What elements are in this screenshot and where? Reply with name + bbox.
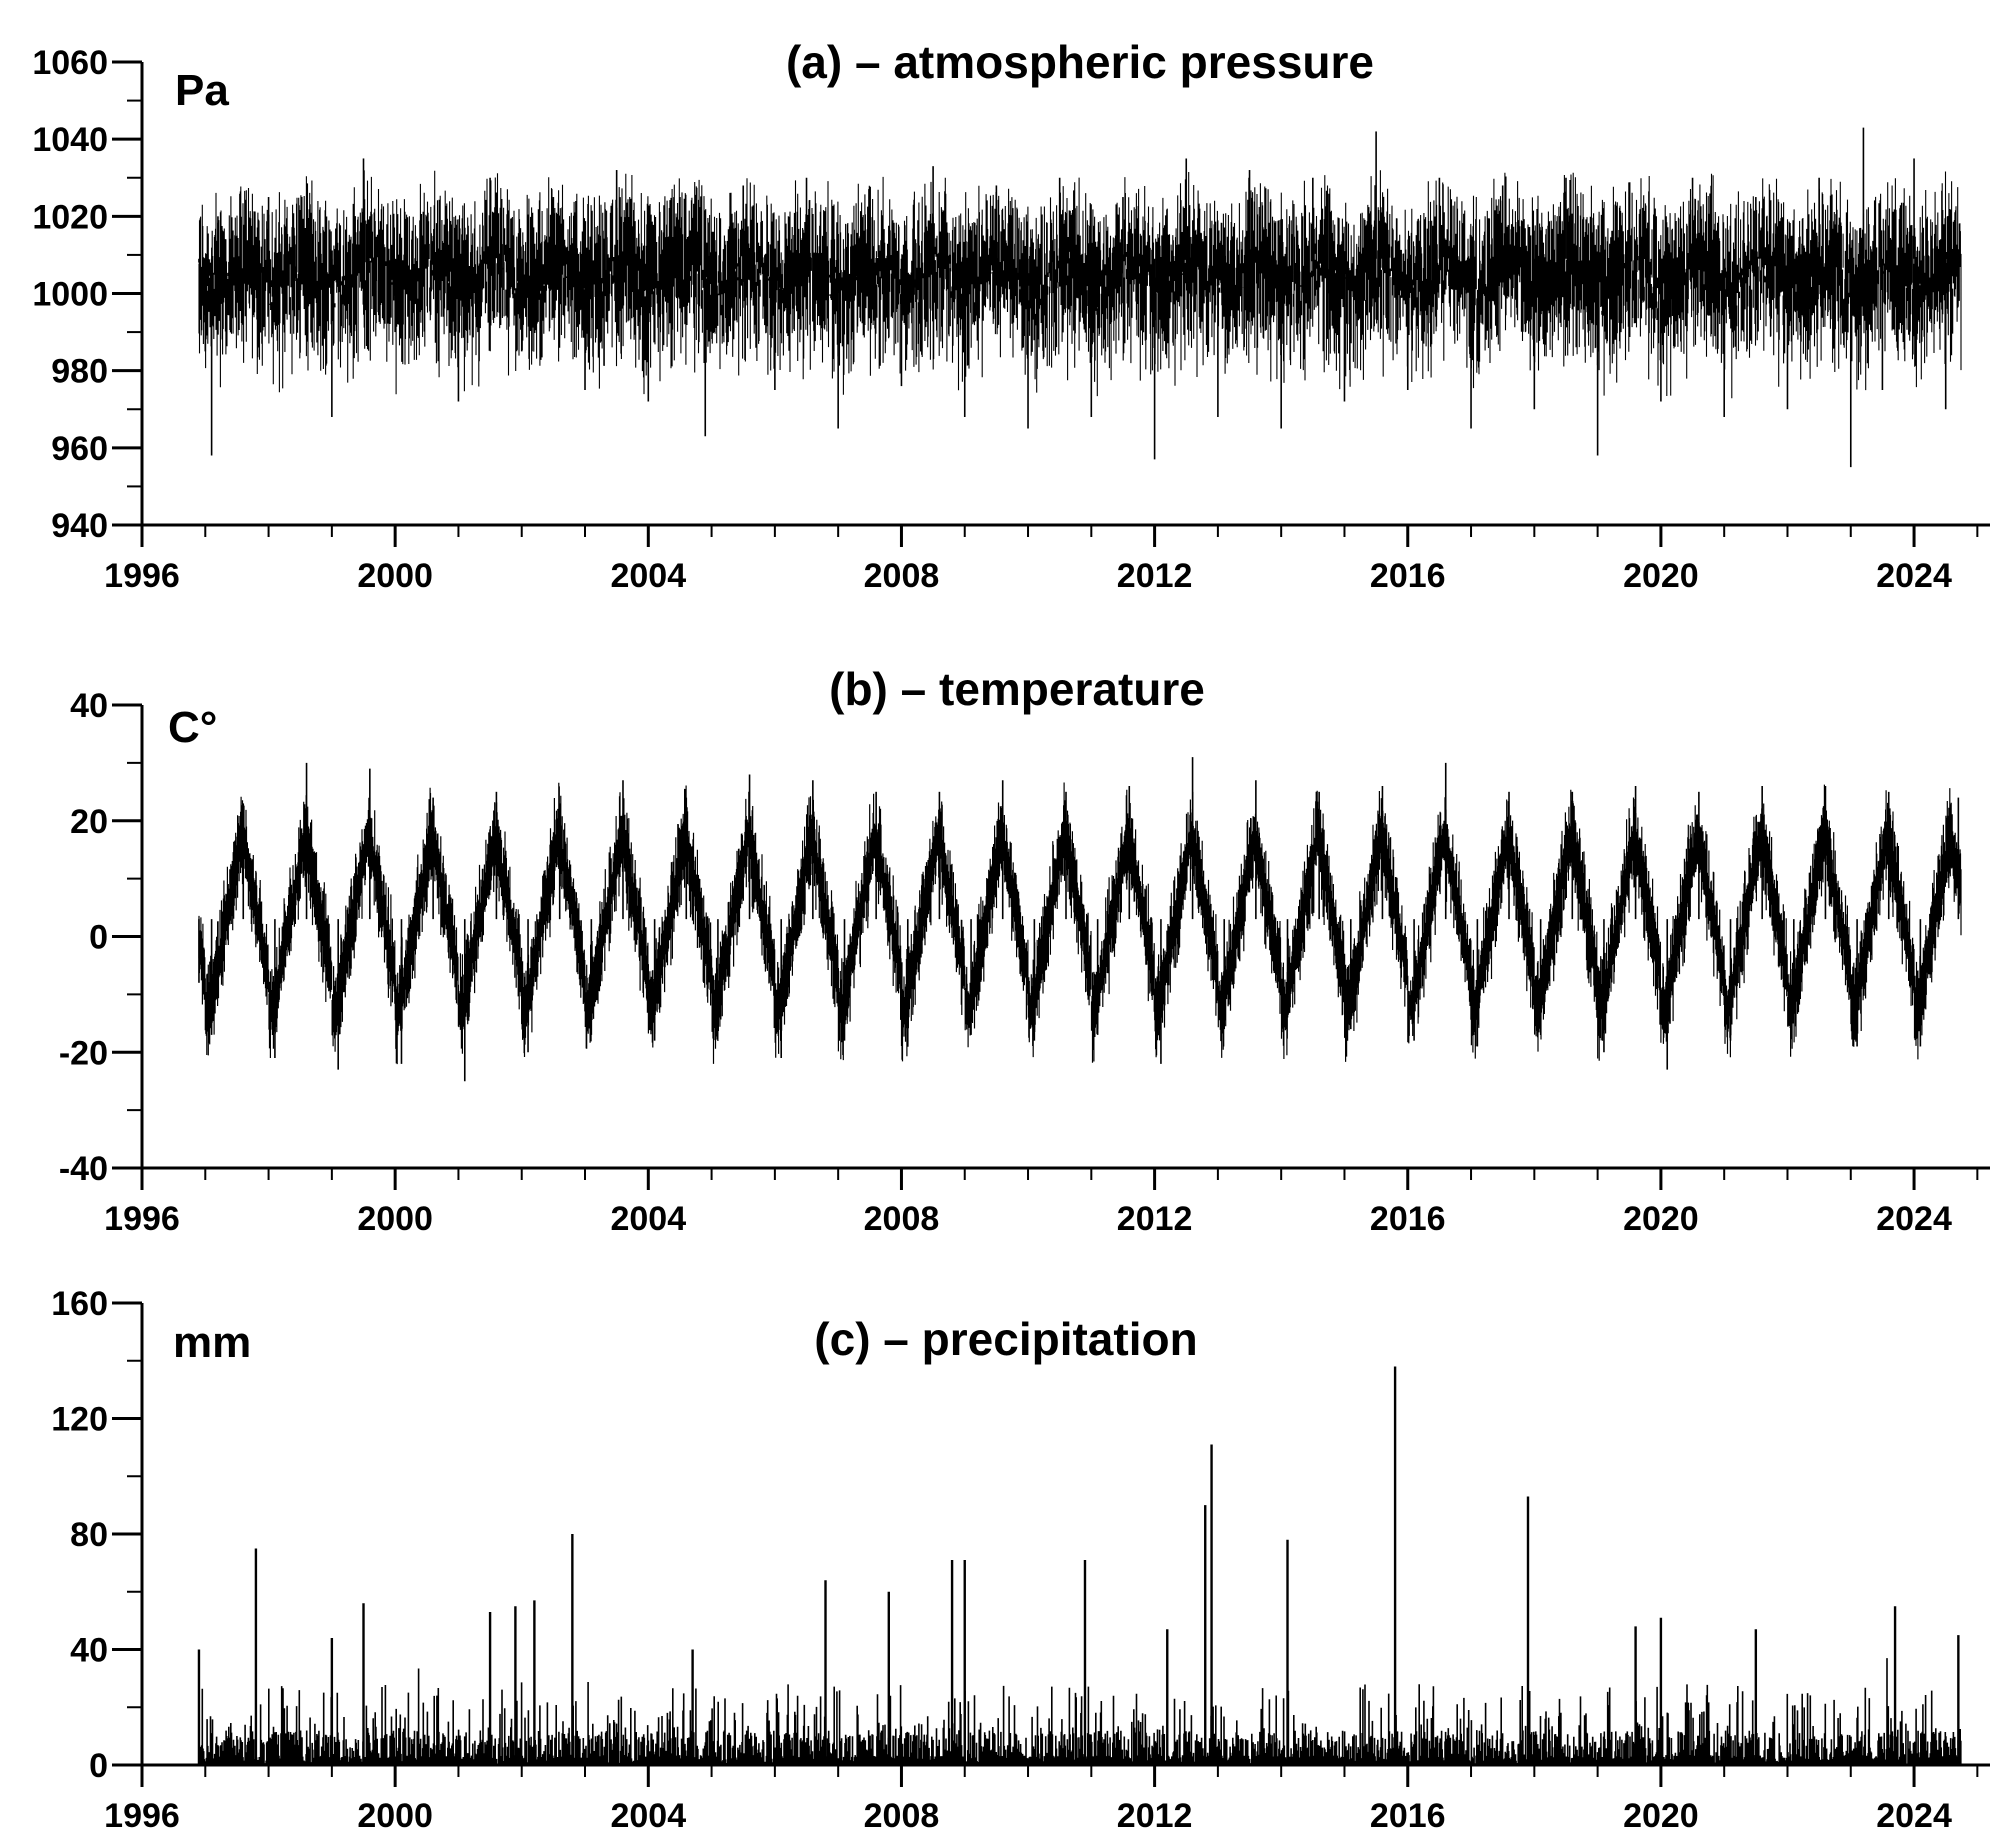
panel-c-y-tick-label: 120 xyxy=(51,1401,108,1439)
panel-a-x-tick-label: 2016 xyxy=(1370,557,1446,595)
panel-b-series xyxy=(198,757,1960,1082)
panel-c-series xyxy=(197,1366,1960,1765)
panel-a-y-tick-label: 1020 xyxy=(32,198,108,236)
panel-b-y-tick-label: 0 xyxy=(89,919,108,957)
panel-b-x-tick-label: 2012 xyxy=(1117,1200,1193,1238)
panel-a-x-tick-label: 2004 xyxy=(610,557,686,595)
panel-a-unit: Pa xyxy=(175,66,229,115)
panel-b-temperature: -40 -20 0 20 40 1996 2000 2004 2008 2012 2016 2020… xyxy=(59,663,1990,1238)
panel-c-y-tick-label: 160 xyxy=(51,1285,108,1323)
panel-b-x-tick-label: 2004 xyxy=(610,1200,686,1238)
panel-b-x-tick-label: 1996 xyxy=(104,1200,180,1238)
panel-b-x-tick-label: 2000 xyxy=(357,1200,433,1238)
panel-a-x-tick-label: 1996 xyxy=(104,557,180,595)
panel-c-y-ticks: 0 40 80 120 160 xyxy=(51,1285,142,1785)
panel-c-x-tick-label: 2016 xyxy=(1370,1797,1446,1835)
panel-a-y-tick-label: 1040 xyxy=(32,121,108,159)
panel-b-x-tick-label: 2008 xyxy=(864,1200,940,1238)
panel-b-noise xyxy=(198,782,1962,1065)
panel-b-x-tick-label: 2016 xyxy=(1370,1200,1446,1238)
panel-c-daily-bars-texture xyxy=(198,1658,1962,1765)
panel-a-x-tick-label: 2008 xyxy=(864,557,940,595)
panel-c-x-tick-label: 2000 xyxy=(357,1797,433,1835)
panel-b-y-tick-label: -40 xyxy=(59,1150,108,1188)
panel-b-y-tick-label: -20 xyxy=(59,1034,108,1072)
panel-a-y-tick-label: 1060 xyxy=(32,44,108,82)
panel-a-x-ticks: 1996 2000 2004 2008 2012 2016 2020 2024 xyxy=(104,525,1979,595)
panel-b-y-ticks: -40 -20 0 20 40 xyxy=(59,687,142,1188)
panel-c-unit: mm xyxy=(173,1318,251,1367)
panel-c-x-tick-label: 2024 xyxy=(1876,1797,1952,1835)
panel-a-y-tick-label: 960 xyxy=(51,430,108,468)
panel-a-title: (a) – atmospheric pressure xyxy=(786,36,1374,88)
panel-a-y-ticks: 940 960 980 1000 1020 1040 1060 xyxy=(32,44,142,545)
panel-c-y-tick-label: 40 xyxy=(70,1632,108,1670)
panel-c-noise xyxy=(198,1658,1962,1765)
panel-c-x-tick-label: 1996 xyxy=(104,1797,180,1835)
panel-c-x-tick-label: 2008 xyxy=(864,1797,940,1835)
panel-a-y-tick-label: 940 xyxy=(51,507,108,545)
panel-a-noise xyxy=(198,170,1962,399)
panel-b-y-tick-label: 20 xyxy=(70,803,108,841)
panel-b-y-tick-label: 40 xyxy=(70,687,108,725)
panel-a-x-tick-label: 2000 xyxy=(357,557,433,595)
panel-a-daily-range-texture xyxy=(198,170,1962,399)
panel-a-pressure: 940 960 980 1000 1020 1040 1060 1996 2000 2004 20… xyxy=(32,36,1990,595)
panel-c-precipitation: 0 40 80 120 160 1996 2000 2004 2008 2012 2016 2020… xyxy=(51,1285,1990,1835)
panel-c-x-tick-label: 2012 xyxy=(1117,1797,1193,1835)
panel-c-y-tick-label: 80 xyxy=(70,1516,108,1554)
panel-a-x-tick-label: 2012 xyxy=(1117,557,1193,595)
panel-b-unit: C° xyxy=(168,703,217,752)
panel-a-x-tick-label: 2020 xyxy=(1623,557,1699,595)
panel-b-title: (b) – temperature xyxy=(829,663,1205,715)
panel-c-x-tick-label: 2004 xyxy=(610,1797,686,1835)
panel-a-series xyxy=(198,127,1960,468)
panel-a-y-tick-label: 1000 xyxy=(32,276,108,314)
panel-b-x-ticks: 1996 2000 2004 2008 2012 2016 2020 2024 xyxy=(104,1168,1979,1238)
panel-b-daily-range-texture xyxy=(198,782,1962,1065)
panel-c-y-tick-label: 0 xyxy=(89,1747,108,1785)
panel-a-x-tick-label: 2024 xyxy=(1876,557,1952,595)
panel-c-x-ticks: 1996 2000 2004 2008 2012 2016 2020 2024 xyxy=(104,1765,1979,1835)
panel-b-x-tick-label: 2020 xyxy=(1623,1200,1699,1238)
panel-c-title: (c) – precipitation xyxy=(814,1313,1197,1365)
panel-a-y-tick-label: 980 xyxy=(51,353,108,391)
panel-b-x-tick-label: 2024 xyxy=(1876,1200,1952,1238)
panel-c-x-tick-label: 2020 xyxy=(1623,1797,1699,1835)
